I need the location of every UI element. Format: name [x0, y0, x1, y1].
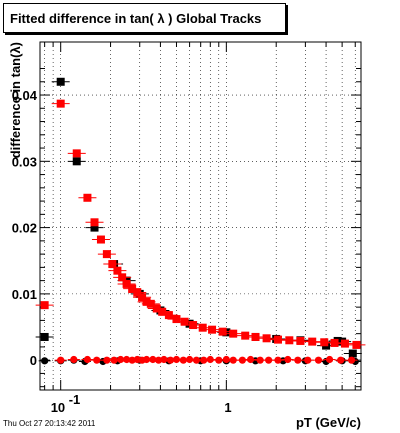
- data-point: [304, 356, 312, 364]
- data-point: [229, 356, 237, 364]
- data-point: [138, 293, 147, 302]
- data-point: [273, 335, 282, 344]
- data-point: [215, 356, 223, 364]
- data-point: [198, 323, 207, 332]
- data-point: [294, 356, 302, 364]
- data-point: [337, 356, 345, 364]
- chart-title: Fitted difference in tan( λ ) Global Tra…: [3, 3, 286, 33]
- data-point: [192, 356, 201, 364]
- data-point: [149, 355, 157, 364]
- data-point: [179, 356, 187, 364]
- data-point: [325, 355, 334, 364]
- data-point: [83, 193, 92, 202]
- data-point: [96, 235, 105, 244]
- data-point: [262, 334, 271, 343]
- data-point: [56, 99, 65, 108]
- data-point: [330, 338, 339, 347]
- data-point: [296, 336, 305, 345]
- data-point: [265, 356, 273, 364]
- data-point: [108, 260, 117, 269]
- x-axis-label: pT (GeV/c): [296, 415, 361, 430]
- data-point: [347, 356, 356, 364]
- data-point: [246, 355, 255, 364]
- data-point: [180, 317, 189, 326]
- data-point: [160, 355, 168, 364]
- data-point: [274, 356, 282, 364]
- data-point: [208, 325, 217, 334]
- y-tick-label: 0.02: [12, 221, 37, 236]
- data-point: [40, 332, 49, 341]
- data-point: [218, 327, 227, 336]
- data-point: [90, 218, 99, 227]
- data-point: [102, 250, 111, 259]
- data-point: [40, 301, 49, 310]
- data-point: [128, 284, 137, 293]
- data-point: [241, 331, 250, 340]
- data-point: [189, 321, 198, 330]
- data-point: [206, 355, 214, 364]
- data-point: [110, 356, 118, 364]
- data-point: [348, 349, 357, 358]
- data-point: [122, 279, 131, 288]
- data-point: [142, 297, 151, 306]
- data-point: [352, 340, 361, 349]
- y-tick-label: 0.03: [12, 154, 37, 169]
- data-point: [133, 288, 142, 297]
- data-point: [118, 273, 127, 282]
- data-point: [256, 356, 264, 364]
- data-point: [155, 356, 163, 364]
- data-point: [70, 355, 78, 364]
- data-point: [172, 315, 181, 324]
- y-tick-label: 0.04: [12, 88, 38, 103]
- y-tick-label: 0: [30, 353, 37, 368]
- data-point: [222, 355, 230, 364]
- x-tick-label-exponent: -1: [69, 392, 81, 407]
- data-point: [185, 355, 194, 364]
- data-point: [103, 356, 111, 364]
- data-point: [314, 356, 323, 364]
- data-point: [320, 338, 329, 347]
- y-axis-label: difference in tan(λ): [8, 42, 23, 158]
- data-point: [284, 355, 292, 364]
- data-point: [340, 339, 349, 348]
- data-point: [142, 355, 151, 364]
- data-point: [152, 304, 161, 313]
- data-point: [146, 299, 155, 308]
- x-tick-label: 10: [51, 400, 65, 415]
- x-tick-label: 1: [224, 400, 231, 415]
- marks-layer: [35, 77, 366, 366]
- data-point: [158, 307, 167, 316]
- data-point: [93, 356, 101, 364]
- data-point: [200, 356, 208, 364]
- data-point: [308, 337, 317, 346]
- data-point: [57, 356, 65, 364]
- data-point: [90, 223, 99, 232]
- data-point: [238, 356, 246, 364]
- data-point: [123, 355, 131, 364]
- timestamp-footer: Thu Oct 27 20:13:42 2011: [3, 419, 96, 428]
- y-tick-label: 0.01: [12, 287, 37, 302]
- data-point: [166, 356, 175, 364]
- data-point: [41, 357, 49, 365]
- data-point: [83, 355, 92, 364]
- data-point: [56, 77, 65, 86]
- data-point: [72, 149, 81, 158]
- data-point: [229, 329, 238, 338]
- data-point: [285, 336, 294, 345]
- data-point: [72, 157, 81, 166]
- data-point: [172, 355, 181, 364]
- axes-layer: 0 0.01 0.02 0.03 0.04 10 -1 1: [12, 42, 361, 415]
- data-point: [164, 311, 173, 320]
- data-point: [113, 266, 122, 275]
- data-point: [251, 332, 260, 341]
